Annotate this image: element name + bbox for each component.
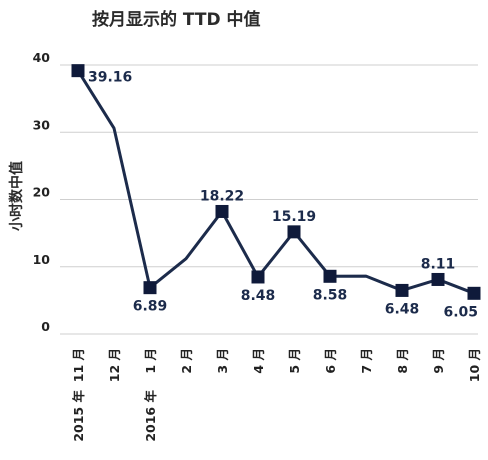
- data-label: 6.89: [133, 299, 168, 315]
- data-point-marker: [323, 269, 337, 283]
- data-point-marker: [431, 272, 445, 286]
- x-year-label: 2016 年: [143, 390, 158, 442]
- y-tick-label: 10: [33, 252, 51, 267]
- data-point-marker: [143, 281, 157, 295]
- chart-title: 按月显示的 TTD 中值: [92, 9, 261, 30]
- data-labels: 39.16 6.89 18.22 8.48 15.19 8.58 6.48 8.11 6.05: [88, 70, 478, 321]
- y-tick-label: 40: [33, 50, 51, 65]
- series-layer: [71, 64, 481, 300]
- data-label: 18.22: [200, 188, 244, 204]
- data-label: 8.48: [241, 288, 276, 304]
- x-axis-ticks: 11 月 12 月 1 月 2 月 3 月 4 月 5 月 6 月 7 月 8 月 9 月 10 月 2…: [71, 348, 482, 442]
- data-point-marker: [395, 283, 409, 297]
- y-axis-ticks: 0 10 20 30 40: [33, 50, 51, 334]
- x-tick-label: 6 月: [323, 348, 338, 374]
- x-tick-label: 5 月: [287, 348, 302, 374]
- x-tick-label: 9 月: [431, 348, 446, 374]
- data-label: 39.16: [88, 70, 132, 86]
- data-point-marker: [287, 225, 301, 239]
- data-point-marker: [251, 270, 265, 284]
- y-tick-label: 30: [33, 117, 51, 132]
- data-point-marker: [467, 286, 481, 300]
- x-tick-label: 4 月: [251, 348, 266, 374]
- data-label: 15.19: [272, 209, 316, 225]
- y-tick-label: 0: [41, 319, 50, 334]
- x-tick-label: 8 月: [395, 348, 410, 374]
- x-tick-label: 7 月: [359, 348, 374, 374]
- x-tick-label: 12 月: [107, 348, 122, 382]
- x-tick-label: 2 月: [179, 348, 194, 374]
- y-tick-label: 20: [33, 185, 51, 200]
- x-tick-label: 10 月: [467, 348, 482, 382]
- x-tick-label: 11 月: [71, 348, 86, 382]
- data-point-marker: [71, 64, 85, 78]
- data-label: 8.11: [421, 256, 456, 272]
- data-label: 8.58: [313, 287, 348, 303]
- data-label: 6.48: [385, 301, 420, 317]
- x-tick-label: 3 月: [215, 348, 230, 374]
- y-axis-label: 小时数中值: [8, 161, 25, 231]
- data-label: 6.05: [443, 304, 478, 320]
- series-line: [76, 69, 475, 295]
- data-point-marker: [215, 204, 229, 218]
- x-year-label: 2015 年: [71, 390, 86, 442]
- x-tick-label: 1 月: [143, 348, 158, 374]
